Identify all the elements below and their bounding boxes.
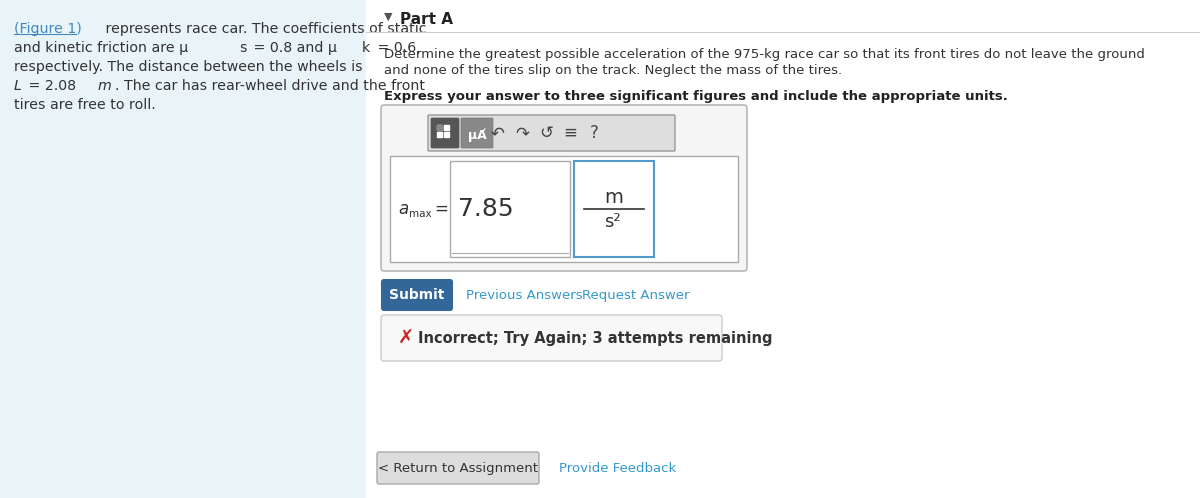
Text: Express your answer to three significant figures and include the appropriate uni: Express your answer to three significant… (384, 90, 1008, 103)
Bar (437, 132, 442, 137)
FancyBboxPatch shape (428, 115, 674, 151)
Bar (444, 125, 449, 130)
Text: max: max (409, 209, 432, 219)
Bar (444, 132, 449, 137)
Text: represents race car. The coefficients of static: represents race car. The coefficients of… (102, 22, 427, 36)
Text: Previous Answers: Previous Answers (466, 288, 583, 301)
Text: Part A: Part A (400, 12, 454, 27)
FancyBboxPatch shape (382, 280, 452, 310)
Text: and kinetic friction are μ: and kinetic friction are μ (14, 41, 188, 55)
Text: s: s (239, 41, 246, 55)
Text: Provide Feedback: Provide Feedback (559, 462, 677, 475)
Text: L: L (14, 79, 22, 93)
Text: ≡: ≡ (563, 124, 577, 142)
Text: m: m (605, 188, 624, 207)
Bar (437, 125, 442, 130)
Bar (366, 0, 1200, 498)
Text: ↺: ↺ (539, 124, 553, 142)
Text: . The car has rear-wheel drive and the front: . The car has rear-wheel drive and the f… (115, 79, 425, 93)
FancyBboxPatch shape (377, 452, 539, 484)
Text: (Figure 1): (Figure 1) (14, 22, 82, 36)
Text: ?: ? (589, 124, 599, 142)
Text: ✗: ✗ (398, 329, 414, 348)
Text: Request Answer: Request Answer (582, 288, 690, 301)
Text: ↷: ↷ (515, 124, 529, 142)
Text: μÁ: μÁ (468, 128, 486, 142)
Text: Submit: Submit (389, 288, 445, 302)
Text: s²: s² (604, 213, 620, 231)
FancyBboxPatch shape (382, 315, 722, 361)
Text: tires are free to roll.: tires are free to roll. (14, 98, 156, 112)
Bar (574, 161, 654, 257)
Text: k: k (362, 41, 371, 55)
Text: = 0.8 and μ: = 0.8 and μ (248, 41, 336, 55)
Text: = 0.6,: = 0.6, (373, 41, 420, 55)
Text: and none of the tires slip on the track. Neglect the mass of the tires.: and none of the tires slip on the track.… (384, 64, 842, 77)
Text: =: = (434, 200, 448, 218)
Text: ▼: ▼ (384, 12, 392, 22)
FancyBboxPatch shape (382, 105, 746, 271)
Text: respectively. The distance between the wheels is: respectively. The distance between the w… (14, 60, 362, 74)
Text: 7.85: 7.85 (458, 197, 514, 221)
Text: = 2.08: = 2.08 (24, 79, 80, 93)
FancyBboxPatch shape (431, 118, 458, 148)
Text: m: m (97, 79, 110, 93)
Bar (437, 125, 442, 130)
Text: Determine the greatest possible acceleration of the 975-kg race car so that its : Determine the greatest possible accelera… (384, 48, 1145, 61)
Bar (390, 156, 738, 262)
Text: < Return to Assignment: < Return to Assignment (378, 462, 538, 475)
FancyBboxPatch shape (461, 118, 493, 148)
Text: a: a (398, 200, 408, 218)
Text: Incorrect; Try Again; 3 attempts remaining: Incorrect; Try Again; 3 attempts remaini… (418, 331, 773, 346)
Bar (450, 161, 570, 257)
Bar (0, 0, 366, 498)
Text: ↶: ↶ (491, 124, 505, 142)
